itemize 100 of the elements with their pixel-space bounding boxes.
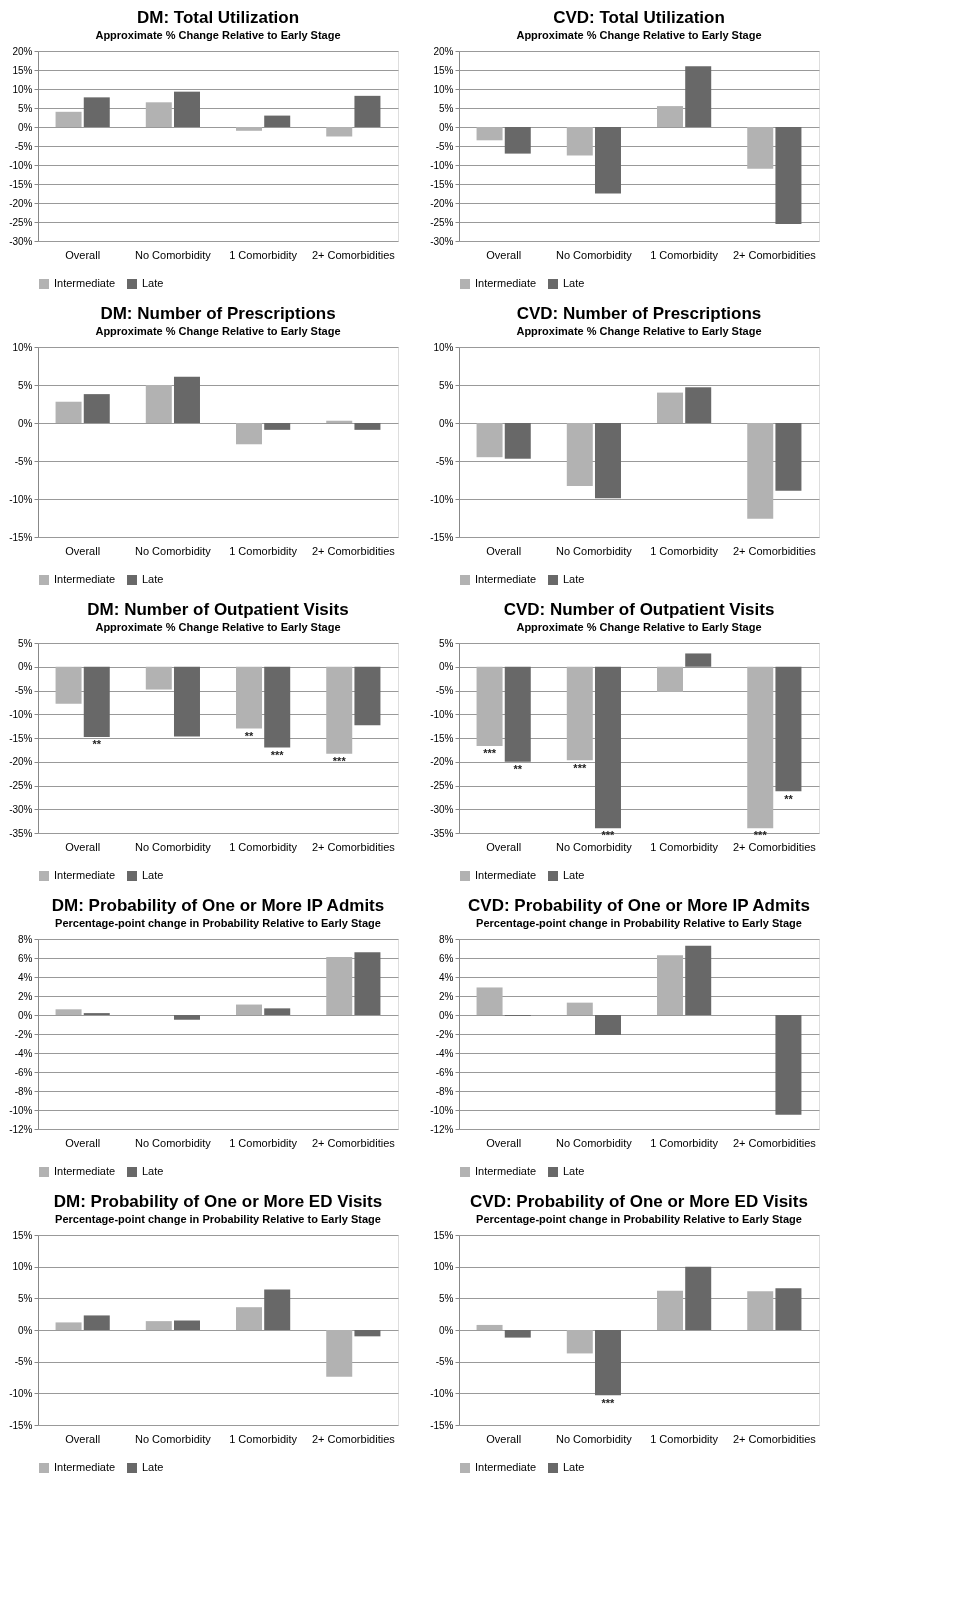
bar — [594, 127, 621, 194]
bar — [236, 1307, 263, 1330]
chart-title: DM: Number of Outpatient Visits — [87, 600, 349, 619]
x-tick-label: 1 Comorbidity — [650, 840, 719, 853]
chart-subtitle: Approximate % Change Relative to Early Stage — [95, 29, 341, 41]
y-tick-label: -5% — [435, 685, 454, 696]
legend-label: Intermediate — [54, 869, 116, 881]
y-tick-label: -15% — [430, 531, 454, 543]
bar — [566, 1002, 593, 1015]
bar — [747, 1291, 774, 1330]
bar — [504, 1330, 531, 1338]
bar — [145, 102, 172, 127]
y-tick-label: 8% — [18, 933, 33, 945]
y-tick-label: -10% — [9, 1387, 33, 1399]
chart-subtitle: Approximate % Change Relative to Early Stage — [516, 325, 762, 337]
x-tick-label: No Comorbidity — [555, 840, 633, 853]
bar — [775, 1288, 802, 1330]
x-tick-label: 1 Comorbidity — [229, 248, 298, 261]
x-tick-label: Overall — [486, 1432, 522, 1445]
y-tick-label: -10% — [430, 1387, 454, 1399]
y-tick-label: 5% — [18, 637, 33, 649]
y-tick-label: -8% — [435, 1085, 454, 1097]
bar — [173, 91, 200, 127]
y-tick-label: -20% — [430, 197, 454, 209]
chart-title: DM: Probability of One or More IP Admits — [51, 896, 385, 915]
x-tick-label: 2+ Comorbidities — [732, 1136, 817, 1149]
legend-label: Late — [563, 1165, 585, 1177]
y-tick-label: -2% — [435, 1028, 454, 1040]
bar — [173, 1015, 200, 1020]
chart-subtitle: Approximate % Change Relative to Early Stage — [95, 621, 341, 633]
bar — [264, 423, 291, 430]
y-tick-label: 4% — [18, 971, 33, 983]
y-tick-label: 0% — [18, 661, 33, 673]
x-tick-label: 2+ Comorbidities — [311, 544, 396, 557]
y-tick-label: 0% — [439, 661, 454, 673]
legend-label: Intermediate — [54, 277, 116, 289]
y-tick-label: 0% — [439, 1009, 454, 1021]
chart-subtitle: Percentage-point change in Probability Relative to Early Stage — [476, 1213, 802, 1225]
x-tick-label: 1 Comorbidity — [229, 840, 298, 853]
y-tick-label: -25% — [430, 780, 454, 791]
y-tick-label: -30% — [430, 803, 454, 815]
y-tick-label: 4% — [439, 971, 454, 983]
y-tick-label: -5% — [435, 1356, 454, 1368]
y-tick-label: -2% — [14, 1028, 33, 1040]
y-tick-label: 0% — [18, 1324, 33, 1336]
bar — [775, 1015, 802, 1115]
chart-subtitle: Approximate % Change Relative to Early Stage — [516, 29, 762, 41]
bar — [264, 1289, 291, 1330]
annotation: *** — [270, 748, 285, 761]
bar — [504, 423, 531, 459]
bar — [566, 127, 593, 156]
chart-title: CVD: Probability of One or More IP Admits — [468, 896, 810, 915]
x-tick-label: 2+ Comorbidities — [311, 1136, 396, 1149]
y-tick-label: -10% — [430, 493, 454, 505]
y-tick-label: -5% — [14, 140, 33, 152]
y-tick-label: 6% — [439, 952, 454, 964]
annotation: ** — [244, 729, 255, 742]
bar — [685, 66, 712, 127]
chart-title: CVD: Number of Outpatient Visits — [503, 600, 775, 619]
y-tick-label: 5% — [18, 102, 33, 114]
x-tick-label: No Comorbidity — [555, 544, 633, 557]
y-tick-label: -4% — [14, 1047, 33, 1059]
y-tick-label: -10% — [9, 1104, 33, 1116]
y-tick-label: -25% — [430, 216, 454, 228]
legend-label: Intermediate — [475, 869, 537, 881]
y-tick-label: 0% — [439, 121, 454, 133]
bar — [685, 945, 712, 1015]
legend-label: Intermediate — [54, 1461, 116, 1473]
annotation: *** — [332, 755, 347, 768]
legend-label: Late — [142, 869, 164, 881]
y-tick-label: -12% — [430, 1123, 454, 1135]
bar — [173, 376, 200, 423]
chart-title: CVD: Total Utilization — [553, 8, 725, 27]
y-tick-label: -8% — [14, 1085, 33, 1097]
y-tick-label: -10% — [430, 159, 454, 171]
x-tick-label: 1 Comorbidity — [650, 544, 719, 557]
legend-label: Late — [563, 1461, 585, 1473]
annotation: *** — [483, 747, 497, 760]
y-tick-label: -10% — [9, 493, 33, 505]
bar — [55, 1009, 82, 1015]
y-tick-label: -20% — [9, 197, 33, 209]
bar — [326, 1330, 353, 1377]
bar — [55, 111, 82, 127]
x-tick-label: 2+ Comorbidities — [732, 544, 817, 557]
legend-label: Late — [142, 573, 164, 585]
y-tick-label: 0% — [18, 417, 33, 429]
y-tick-label: -15% — [430, 1419, 454, 1431]
y-tick-label: 15% — [12, 1229, 33, 1241]
y-tick-label: 2% — [18, 990, 33, 1002]
bar — [747, 423, 774, 519]
y-tick-label: -10% — [9, 159, 33, 171]
legend-label: Intermediate — [475, 573, 537, 585]
bar — [83, 394, 110, 423]
legend-label: Late — [563, 869, 585, 881]
chart-subtitle: Approximate % Change Relative to Early Stage — [95, 325, 341, 337]
y-tick-label: -25% — [9, 780, 33, 791]
bar — [326, 127, 353, 137]
bar — [476, 127, 503, 141]
chart-title: DM: Number of Prescriptions — [100, 304, 336, 323]
y-tick-label: -10% — [9, 708, 33, 720]
